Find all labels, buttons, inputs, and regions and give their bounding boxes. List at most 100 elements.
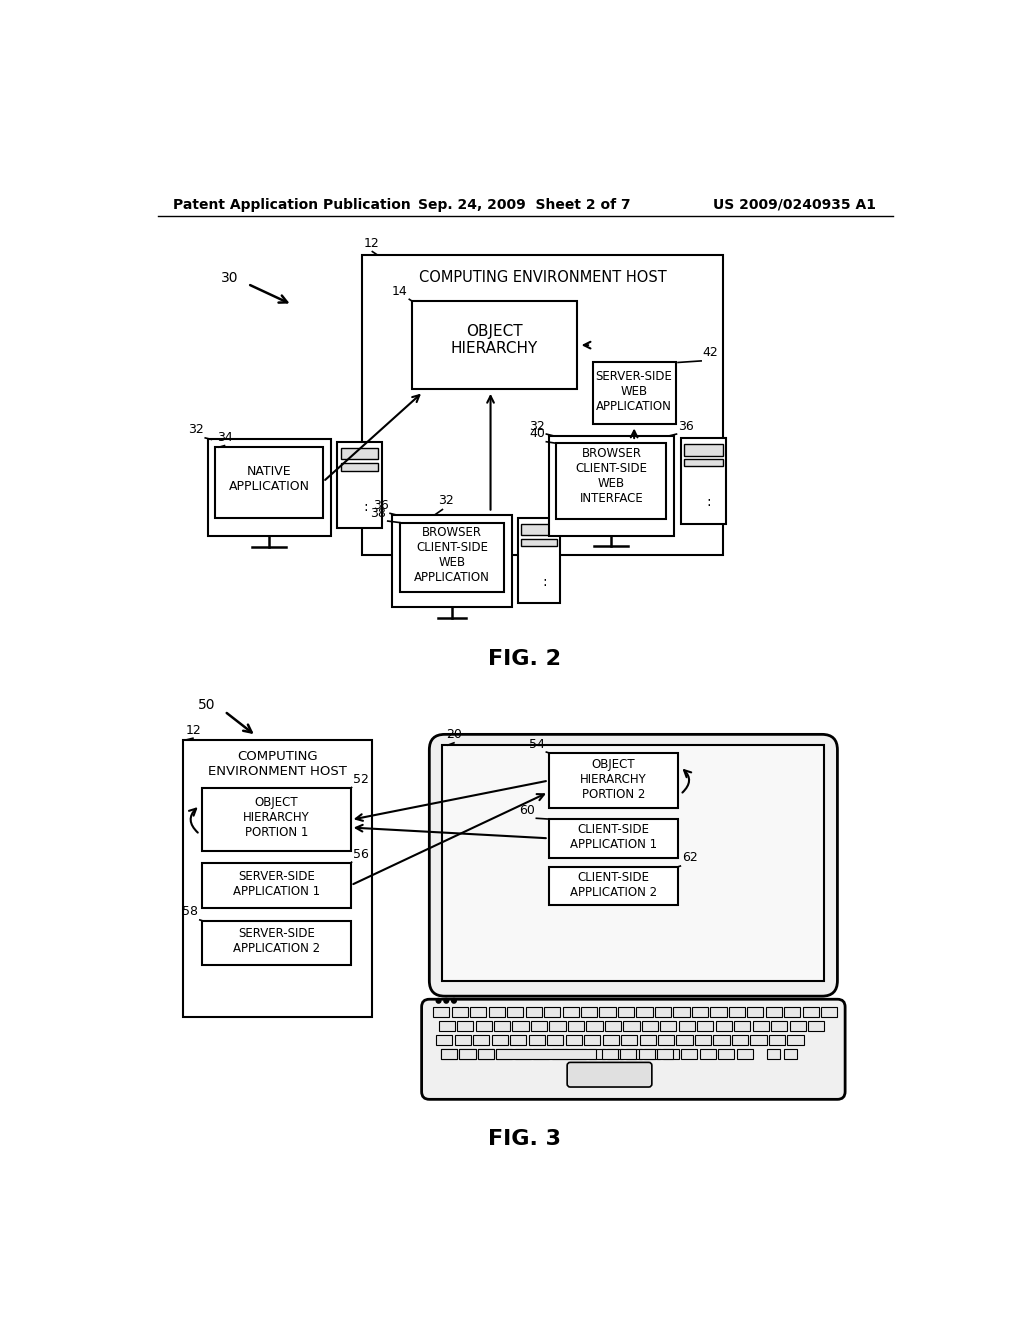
Bar (697, 1020, 714, 1031)
Bar (784, 1007, 801, 1016)
Bar (655, 1007, 671, 1016)
Text: 14: 14 (392, 285, 408, 298)
Text: 32: 32 (438, 494, 455, 507)
Bar (729, 1007, 745, 1016)
Bar (460, 1048, 475, 1059)
Bar (621, 1048, 637, 1059)
Bar (639, 1048, 655, 1059)
Bar (589, 1048, 605, 1059)
Bar (751, 1035, 767, 1044)
Bar (442, 744, 824, 981)
Bar (544, 1007, 560, 1016)
Text: OBJECT
HIERARCHY
PORTION 2: OBJECT HIERARCHY PORTION 2 (580, 758, 647, 800)
Bar (699, 1048, 716, 1059)
Bar (663, 1048, 679, 1059)
Bar (547, 1035, 563, 1044)
FancyBboxPatch shape (429, 734, 838, 997)
Text: 36: 36 (373, 499, 388, 512)
Bar (771, 1020, 787, 1031)
Bar (525, 1007, 542, 1016)
Bar (470, 1007, 486, 1016)
Bar (510, 1035, 526, 1044)
Text: 62: 62 (682, 851, 697, 865)
Bar (607, 1048, 624, 1059)
Bar (549, 867, 678, 906)
Bar (626, 1048, 642, 1059)
Bar (549, 752, 678, 808)
Bar (562, 1007, 579, 1016)
Bar (400, 523, 504, 591)
Bar (208, 440, 331, 536)
Bar (202, 921, 351, 965)
Bar (549, 436, 674, 536)
Bar (215, 447, 323, 517)
Bar (412, 301, 578, 389)
Bar (644, 1048, 660, 1059)
Bar (581, 1007, 597, 1016)
Bar (457, 1020, 473, 1031)
Text: :: : (707, 495, 711, 508)
Bar (565, 1035, 582, 1044)
Bar (790, 1020, 806, 1031)
Bar (475, 1020, 492, 1031)
Bar (497, 1048, 596, 1059)
Bar (658, 1035, 674, 1044)
Text: 50: 50 (199, 698, 216, 711)
Bar (681, 438, 726, 524)
Text: FIG. 2: FIG. 2 (488, 649, 561, 669)
Bar (714, 1035, 730, 1044)
Bar (438, 1020, 455, 1031)
Text: 42: 42 (702, 346, 719, 359)
Bar (392, 515, 512, 607)
Text: 34: 34 (217, 432, 232, 444)
Bar (478, 1048, 494, 1059)
Bar (821, 1007, 838, 1016)
Text: 32: 32 (529, 420, 545, 433)
Bar (337, 442, 382, 528)
Bar (518, 517, 560, 603)
Text: SERVER-SIDE
APPLICATION 2: SERVER-SIDE APPLICATION 2 (232, 928, 321, 956)
Bar (769, 1035, 785, 1044)
Bar (783, 1048, 798, 1059)
Bar (692, 1007, 708, 1016)
Bar (602, 1035, 618, 1044)
Bar (534, 1048, 550, 1059)
Bar (736, 1048, 753, 1059)
Circle shape (452, 998, 457, 1003)
Text: FIG. 3: FIG. 3 (488, 1129, 561, 1148)
Text: 36: 36 (678, 420, 694, 433)
Bar (637, 1007, 652, 1016)
Text: 60: 60 (519, 804, 535, 817)
Bar (488, 1007, 505, 1016)
Bar (657, 1048, 674, 1059)
Text: 12: 12 (185, 723, 201, 737)
Text: BROWSER
CLIENT-SIDE
WEB
APPLICATION: BROWSER CLIENT-SIDE WEB APPLICATION (414, 525, 489, 583)
Text: OBJECT
HIERARCHY
PORTION 1: OBJECT HIERARCHY PORTION 1 (243, 796, 310, 840)
Bar (202, 863, 351, 908)
FancyBboxPatch shape (567, 1063, 652, 1088)
Bar (473, 1035, 489, 1044)
Bar (521, 539, 557, 545)
Circle shape (436, 998, 441, 1003)
Bar (734, 1020, 751, 1031)
Bar (556, 444, 667, 519)
Text: US 2009/0240935 A1: US 2009/0240935 A1 (713, 198, 876, 211)
Bar (441, 1048, 457, 1059)
Bar (787, 1035, 804, 1044)
Bar (767, 1048, 780, 1059)
Text: 32: 32 (188, 424, 204, 437)
Bar (515, 1048, 531, 1059)
Text: 30: 30 (221, 271, 239, 285)
Text: CLIENT-SIDE
APPLICATION 1: CLIENT-SIDE APPLICATION 1 (569, 822, 657, 851)
Text: SERVER-SIDE
WEB
APPLICATION: SERVER-SIDE WEB APPLICATION (596, 370, 673, 413)
Bar (732, 1035, 749, 1044)
Bar (716, 1020, 732, 1031)
Bar (361, 255, 724, 554)
Bar (695, 1035, 711, 1044)
Bar (570, 1048, 587, 1059)
Bar (617, 1007, 634, 1016)
Bar (602, 1048, 617, 1059)
Bar (521, 524, 557, 535)
Text: COMPUTING ENVIRONMENT HOST: COMPUTING ENVIRONMENT HOST (419, 271, 667, 285)
Text: CLIENT-SIDE
APPLICATION 2: CLIENT-SIDE APPLICATION 2 (569, 870, 657, 899)
